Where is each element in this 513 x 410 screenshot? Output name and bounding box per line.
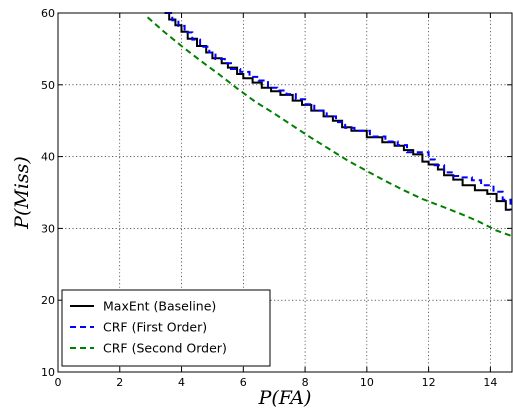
y-tick-label-1: 20: [41, 294, 55, 307]
series-layer: [146, 12, 512, 237]
x-tick-label-2: 4: [178, 376, 185, 389]
x-tick-label-6: 12: [422, 376, 436, 389]
x-axis-label: P(FA): [258, 387, 312, 409]
y-tick-label-0: 10: [41, 366, 55, 379]
legend-label-2: CRF (Second Order): [103, 341, 227, 356]
y-tick-label-3: 40: [41, 151, 55, 164]
x-tick-label-7: 14: [483, 376, 497, 389]
ticks: 0 2 4 6 8 10 12 14 10 20 30 40 50 60: [41, 7, 512, 389]
legend: MaxEnt (Baseline) CRF (First Order) CRF (S…: [61, 289, 271, 367]
y-axis-label: P(Miss): [11, 156, 33, 230]
legend-items: MaxEnt (Baseline) CRF (First Order) CRF (S…: [70, 299, 227, 356]
x-tick-label-1: 2: [116, 376, 123, 389]
plot-frame: [57, 12, 513, 373]
y-tick-label-5: 60: [41, 7, 55, 20]
x-tick-label-0: 0: [55, 376, 62, 389]
x-tick-label-3: 6: [240, 376, 247, 389]
series-line-1: [166, 12, 512, 209]
legend-label-0: MaxEnt (Baseline): [103, 299, 216, 314]
series-line-0: [164, 12, 512, 211]
series-line-2: [146, 16, 511, 237]
y-tick-label-2: 30: [41, 222, 55, 235]
legend-box: [61, 289, 271, 367]
legend-label-1: CRF (First Order): [103, 320, 207, 335]
x-tick-label-4: 8: [302, 376, 309, 389]
x-tick-label-5: 10: [360, 376, 374, 389]
y-tick-label-4: 50: [41, 79, 55, 92]
